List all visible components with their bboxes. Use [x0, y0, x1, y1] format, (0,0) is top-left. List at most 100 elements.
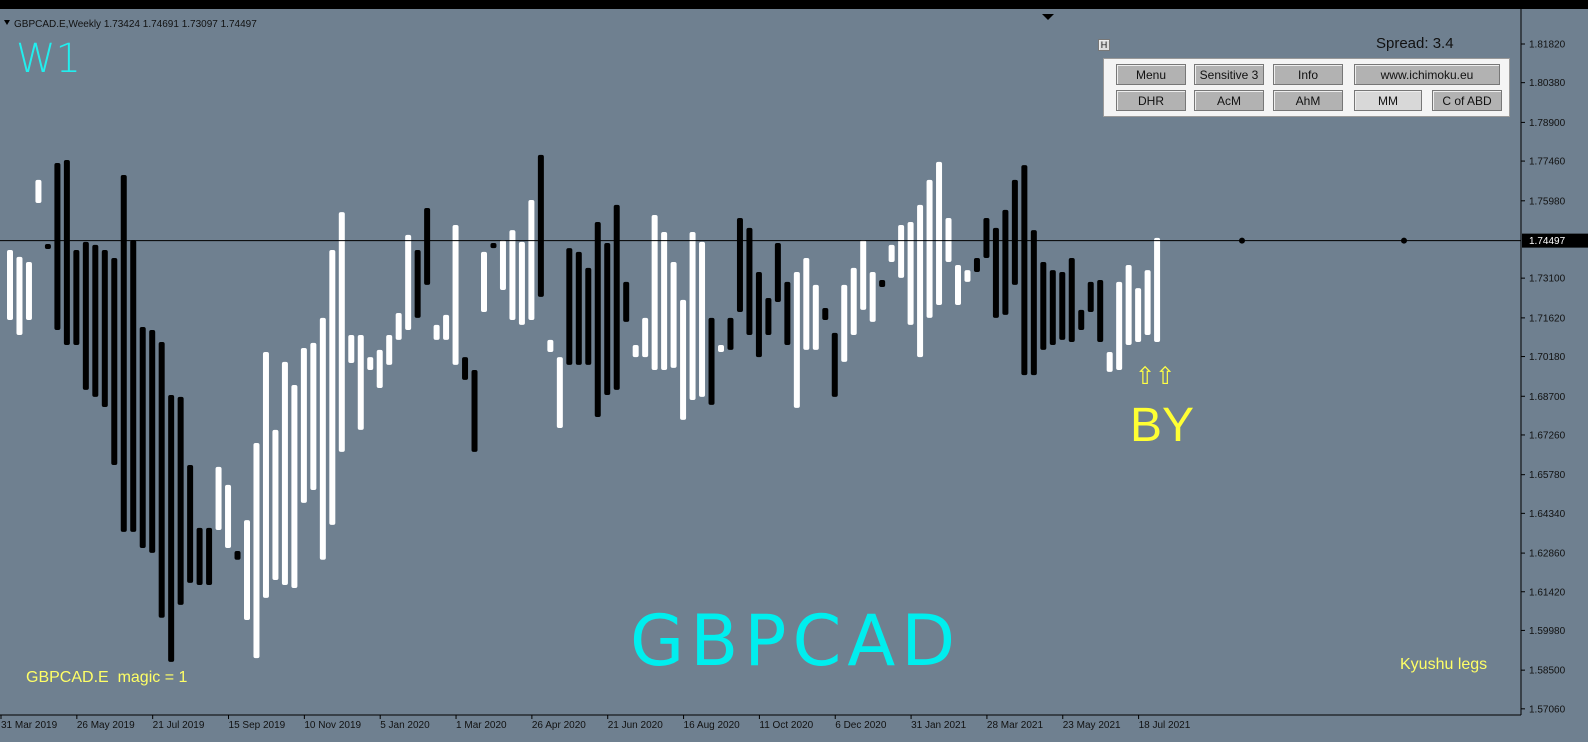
y-tick-label: 1.65780	[1529, 470, 1566, 481]
price-bar	[1144, 270, 1151, 336]
price-bar	[291, 385, 298, 588]
price-bar	[992, 227, 999, 318]
price-bar	[661, 231, 668, 370]
x-tick-label: 31 Jan 2021	[911, 720, 966, 731]
price-bar	[642, 317, 649, 358]
price-bar	[499, 240, 506, 290]
price-bar	[196, 527, 203, 586]
price-bar	[168, 394, 175, 662]
x-tick-label: 21 Jul 2019	[153, 720, 205, 731]
price-bar	[831, 332, 838, 397]
price-bar	[281, 361, 288, 586]
price-bar	[253, 443, 260, 659]
price-bar	[1040, 262, 1047, 350]
price-bar	[898, 224, 905, 278]
header-info: GBPCAD.E,Weekly 1.73424 1.74691 1.73097 …	[14, 19, 257, 30]
price-bar	[7, 249, 13, 321]
price-bar	[765, 298, 772, 336]
panel-button[interactable]: AhM	[1273, 90, 1343, 111]
panel-button[interactable]: C of ABD	[1432, 90, 1502, 111]
header-arrow	[4, 20, 10, 25]
price-bar	[187, 465, 194, 583]
y-tick-label: 1.57060	[1529, 704, 1566, 715]
price-bar	[556, 357, 563, 428]
panel-button[interactable]: Menu	[1116, 64, 1186, 85]
price-bar	[405, 234, 412, 330]
price-bar	[509, 230, 516, 321]
price-bar	[177, 396, 184, 605]
price-bar	[803, 257, 810, 350]
price-bar	[244, 520, 250, 620]
price-bar	[945, 217, 952, 263]
price-bar	[16, 256, 23, 336]
price-bar	[395, 313, 402, 340]
x-tick-label: 26 Apr 2020	[532, 720, 586, 731]
price-bar	[1049, 270, 1056, 345]
price-bar	[727, 317, 734, 350]
shift-marker	[1042, 14, 1054, 20]
price-bar	[149, 329, 156, 553]
price-bar	[386, 335, 393, 365]
price-bar	[443, 314, 450, 340]
price-bar	[964, 270, 971, 282]
panel-button[interactable]: Sensitive 3	[1194, 64, 1264, 85]
y-tick-label: 1.68700	[1529, 392, 1566, 403]
future-marker	[1401, 237, 1407, 244]
panel-button[interactable]: Info	[1273, 64, 1343, 85]
price-bar	[718, 344, 724, 352]
price-bar	[755, 271, 762, 358]
y-tick-label: 1.58500	[1529, 666, 1566, 677]
y-tick-label: 1.75980	[1529, 196, 1566, 207]
price-bar	[518, 241, 525, 325]
price-bar	[746, 227, 753, 336]
timeframe-label: W1	[16, 36, 81, 82]
price-bar	[604, 242, 611, 395]
price-bar	[471, 369, 478, 452]
price-bar	[82, 241, 89, 390]
y-tick-label: 1.62860	[1529, 549, 1566, 560]
panel-button[interactable]: MM	[1354, 90, 1422, 111]
price-bar	[708, 317, 715, 405]
price-bar	[367, 357, 374, 370]
price-bar	[120, 175, 127, 532]
price-bar	[736, 217, 743, 312]
price-bar	[462, 357, 469, 380]
y-tick-label: 1.64340	[1529, 509, 1566, 520]
y-tick-label: 1.59980	[1529, 626, 1566, 637]
price-bar	[1116, 281, 1123, 370]
price-bar	[329, 249, 336, 525]
price-bar	[158, 342, 165, 618]
price-bar	[338, 212, 345, 452]
price-bar	[973, 257, 980, 272]
price-bar	[357, 335, 364, 430]
price-bar	[310, 342, 317, 490]
price-bar	[1021, 165, 1028, 376]
price-bar	[585, 267, 592, 365]
price-bar	[632, 344, 639, 358]
hide-button[interactable]: H	[1098, 39, 1110, 51]
price-bar	[879, 280, 886, 287]
y-tick-label: 1.71620	[1529, 313, 1566, 324]
price-bar	[955, 264, 961, 305]
panel-button[interactable]: AcM	[1194, 90, 1264, 111]
strategy-label: Kyushu legs	[1400, 656, 1488, 673]
x-tick-label: 28 Mar 2021	[987, 720, 1044, 731]
price-bar	[452, 224, 459, 365]
price-bar	[424, 208, 431, 285]
price-bar	[1097, 280, 1104, 343]
y-tick-label: 1.77460	[1529, 157, 1566, 168]
price-bar	[1068, 257, 1075, 343]
y-tick-label: 1.81820	[1529, 39, 1566, 50]
panel-button[interactable]: www.ichimoku.eu	[1354, 64, 1500, 85]
current-price-box	[1522, 233, 1588, 248]
x-tick-label: 21 Jun 2020	[608, 720, 663, 731]
panel-button[interactable]: DHR	[1116, 90, 1186, 111]
x-tick-label: 5 Jan 2020	[380, 720, 430, 731]
price-bar	[689, 231, 696, 401]
price-bar	[490, 242, 497, 249]
price-bar	[300, 347, 307, 503]
price-bar	[1078, 309, 1085, 330]
price-bar	[225, 484, 232, 548]
price-bar	[111, 257, 118, 466]
